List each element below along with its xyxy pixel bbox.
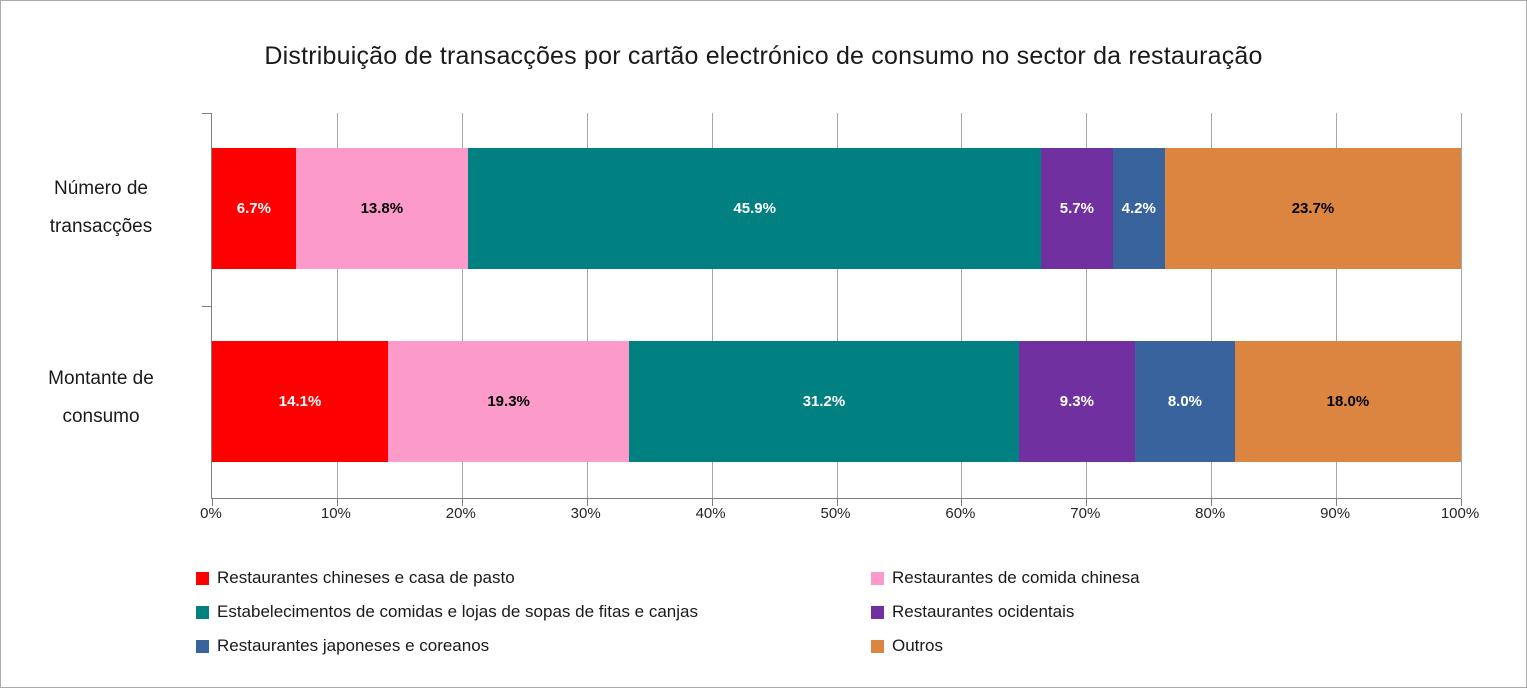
bar-segment: 14.1% [212,341,389,462]
legend-label: Restaurantes ocidentais [892,602,1075,621]
legend-swatch [196,605,209,619]
gridline [1211,113,1213,498]
legend-swatch [196,571,209,585]
legend-item: Outros [871,629,1140,663]
bar-value-label: 4.2% [1121,200,1156,217]
gridline [961,113,963,498]
legend-swatch [196,639,209,653]
bar-segment: 9.3% [1018,341,1135,462]
legend-label: Restaurantes japoneses e coreanos [217,636,490,655]
x-tick-label: 80% [1195,505,1226,522]
gridline [336,113,338,498]
gridline [711,113,713,498]
gridline [836,113,838,498]
x-tick-label: 10% [320,505,351,522]
x-tick-label: 40% [695,505,726,522]
legend-label: Estabelecimentos de comidas e lojas de s… [217,602,698,621]
stacked-bar: 6.7% 13.8% 45.9% 5.7% 4.2% 23.7% [212,148,1461,269]
legend: Restaurantes chineses e casa de pasto Res… [196,561,1140,663]
stacked-bar: 14.1% 19.3% 31.2% 9.3% 8.0% 18.0% [212,341,1461,462]
bar-segment: 31.2% [629,341,1019,462]
chart-title: Distribuição de transacções por cartão e… [264,42,1263,70]
bar-value-label: 19.3% [487,393,530,410]
bar-segment: 13.8% [295,148,469,269]
x-tick-label: 0% [200,505,222,522]
y-tick-mark [202,305,211,307]
bar-value-label: 5.7% [1059,200,1094,217]
x-tick-label: 90% [1320,505,1351,522]
bar-value-label: 14.1% [278,393,322,410]
legend-item: Restaurantes japoneses e coreanos [196,629,871,663]
gridline [461,113,463,498]
bar-value-label: 23.7% [1291,200,1335,217]
gridline [1336,113,1338,498]
legend-item: Restaurantes ocidentais [871,595,1140,629]
bar-segment: 18.0% [1234,341,1461,462]
x-tick-mark [336,499,338,506]
x-tick-mark [1336,499,1338,506]
x-tick-label: 50% [820,505,851,522]
gridline [1461,113,1462,498]
bar-segment: 19.3% [388,341,630,462]
legend-label: Restaurantes de comida chinesa [892,568,1140,587]
bar-value-label: 8.0% [1167,393,1203,410]
x-tick-mark [212,499,213,506]
bar-segment: 4.2% [1112,148,1165,269]
x-tick-label: 70% [1070,505,1101,522]
legend-label: Restaurantes chineses e casa de pasto [217,568,515,587]
bar-segment: 45.9% [468,148,1042,269]
x-tick-mark [711,499,713,506]
x-axis-tick-labels: 0% 10% 20% 30% 40% 50% 60% 70% 80% 90% 100% [200,505,1479,525]
bar-value-label: 45.9% [733,200,776,217]
bar-value-label: 9.3% [1059,393,1094,410]
bar-segment: 23.7% [1164,148,1461,269]
bar-value-label: 13.8% [360,200,404,217]
gridline [586,113,588,498]
legend-item: Estabelecimentos de comidas e lojas de s… [196,595,871,629]
bar-value-label: 6.7% [236,200,271,217]
bar-segment: 8.0% [1134,341,1235,462]
x-tick-label: 30% [570,505,601,522]
x-tick-mark [1086,499,1088,506]
category-label: Número de transacções [49,178,153,237]
legend-label: Outros [892,636,944,655]
x-tick-label: 100% [1440,505,1480,522]
x-tick-label: 20% [445,505,476,522]
x-tick-mark [586,499,588,506]
category-label: Montante de consumo [48,368,154,427]
legend-swatch [871,639,884,653]
x-tick-mark [1211,499,1213,506]
y-tick-mark [202,113,211,114]
plot-area: 6.7% 13.8% 45.9% 5.7% 4.2% 23.7% 14.1% 19.3% 31.… [202,113,1462,506]
legend-swatch [871,605,884,619]
x-tick-mark [461,499,463,506]
bar-value-label: 18.0% [1326,393,1370,410]
legend-item: Restaurantes chineses e casa de pasto [196,561,871,595]
x-tick-mark [961,499,963,506]
bar-value-label: 31.2% [802,393,846,410]
legend-item: Restaurantes de comida chinesa [871,561,1140,595]
x-tick-label: 60% [945,505,976,522]
x-tick-mark [1461,499,1462,506]
x-tick-mark [836,499,838,506]
gridline [1086,113,1088,498]
bar-segment: 5.7% [1041,148,1113,269]
legend-swatch [871,571,884,585]
bar-segment: 6.7% [212,148,296,269]
